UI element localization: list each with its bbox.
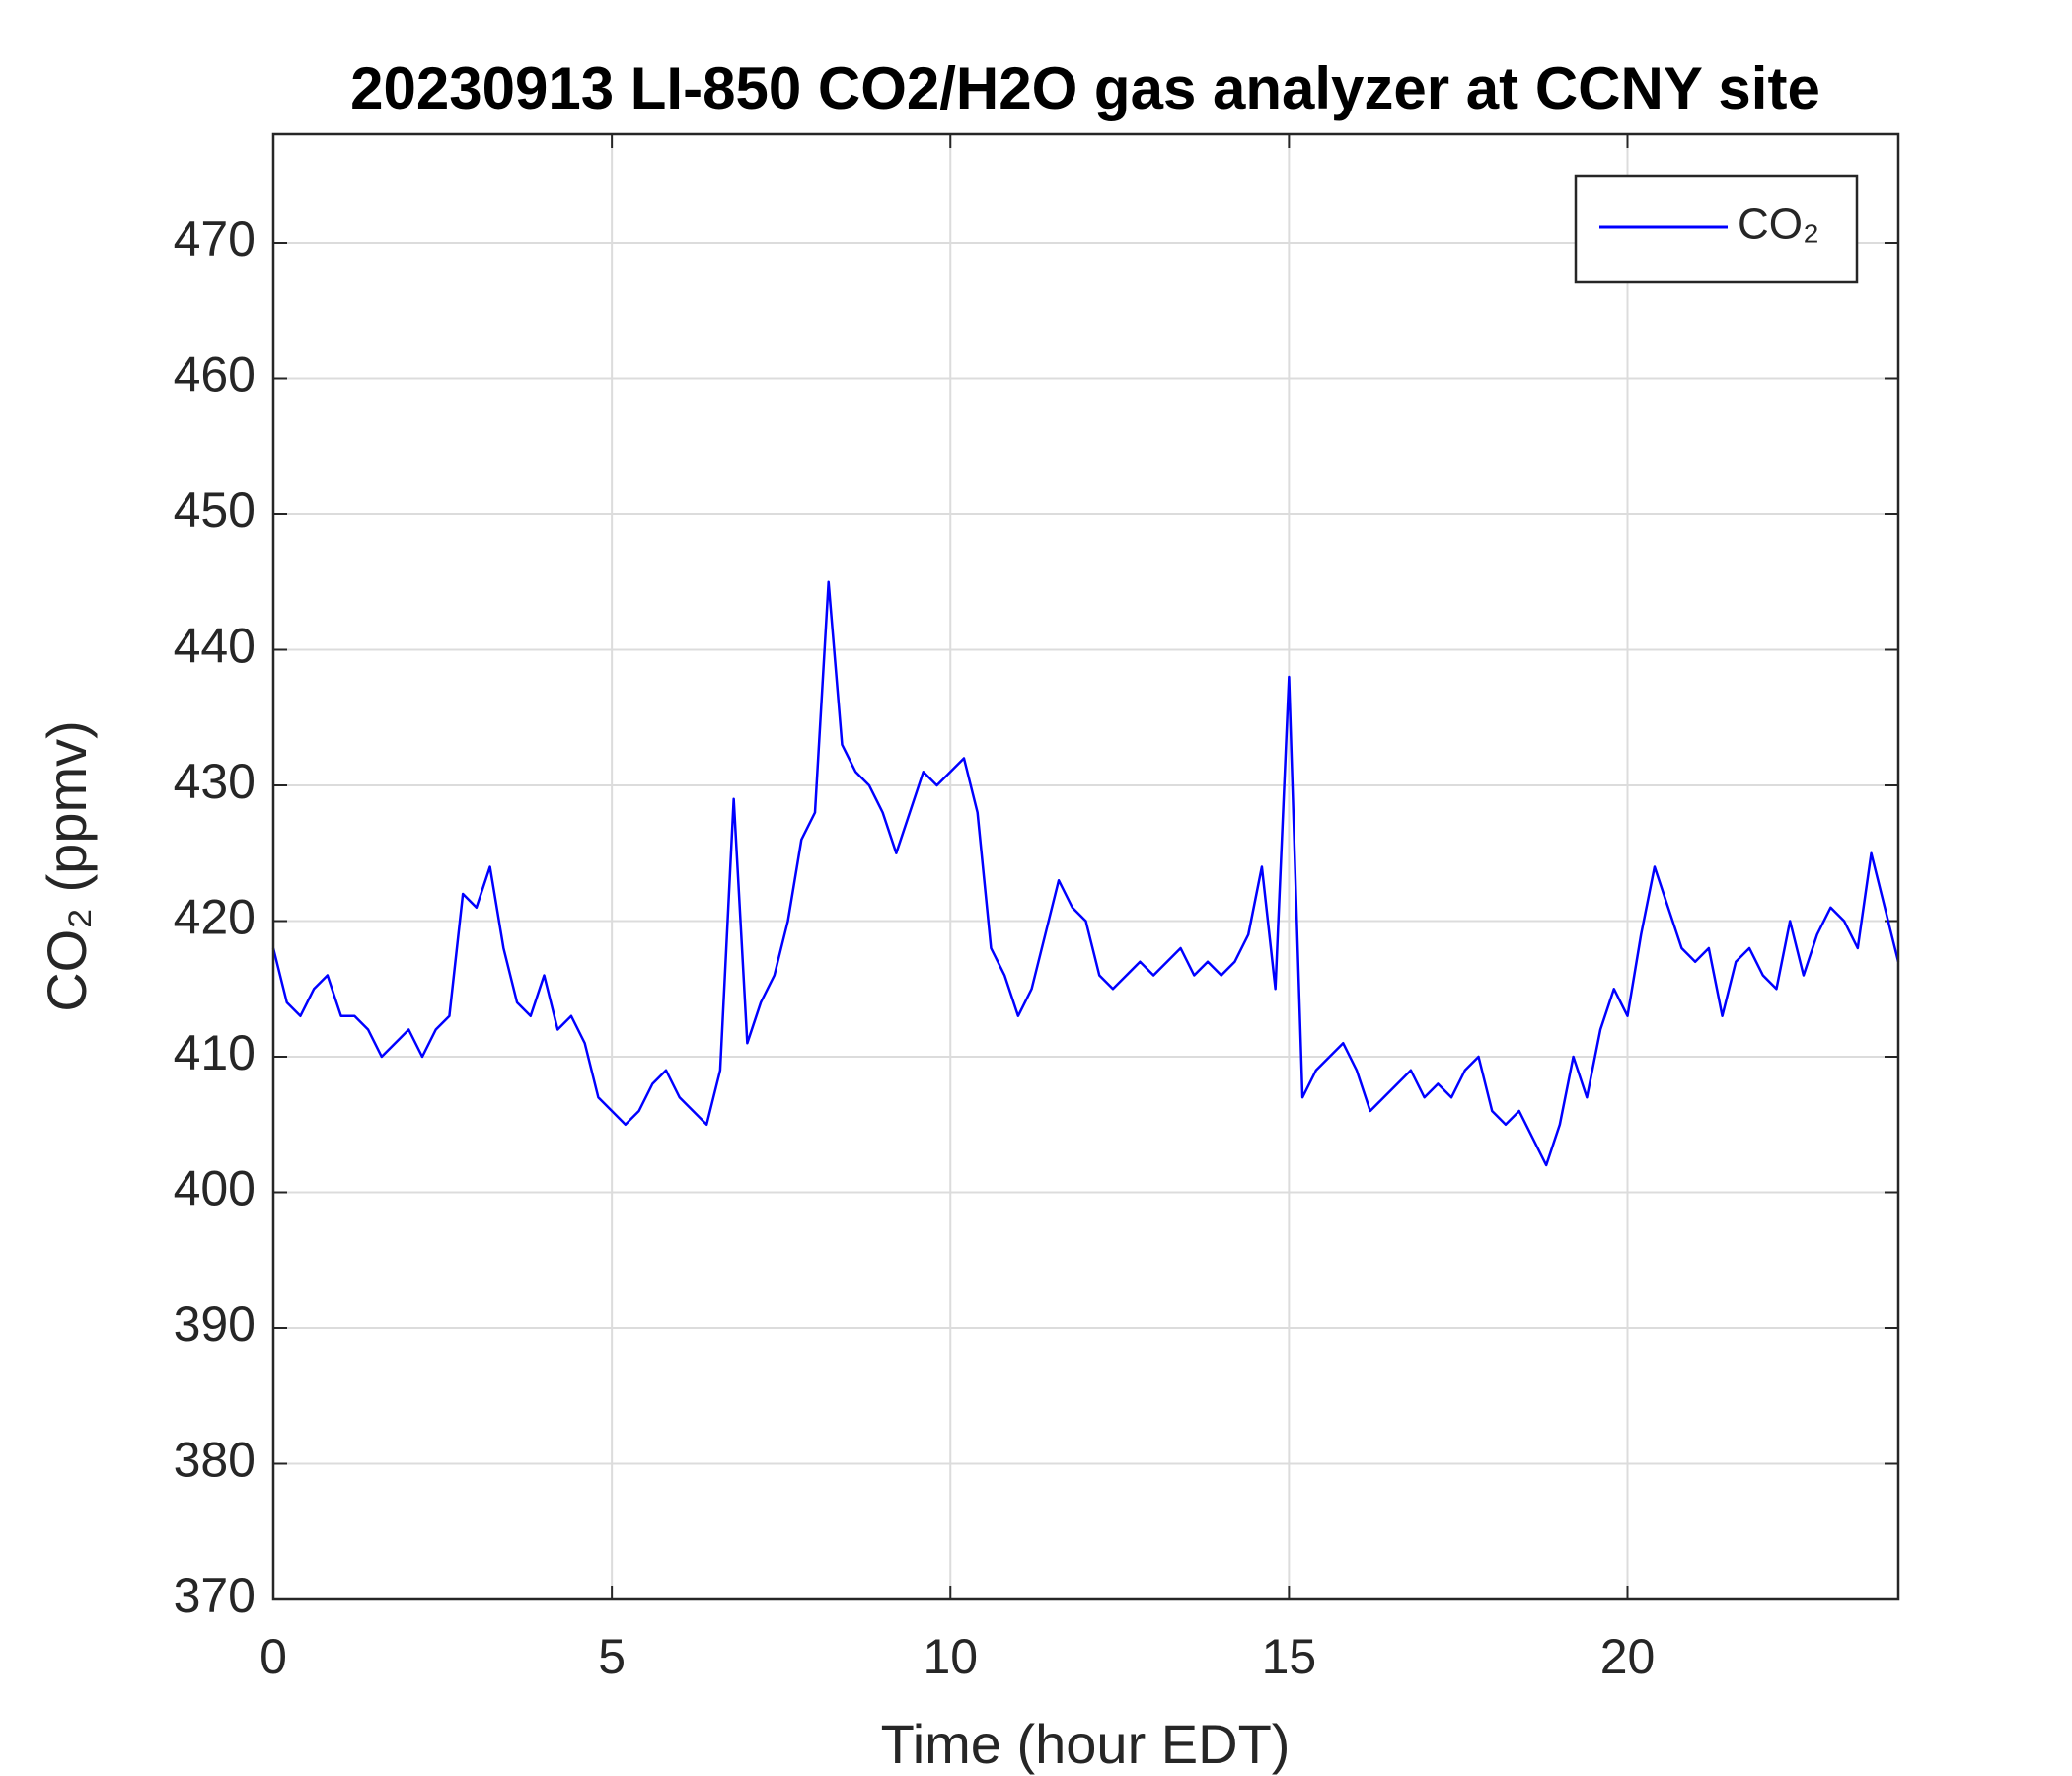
data-line xyxy=(271,580,1900,1167)
y-tick-label: 460 xyxy=(174,347,256,403)
legend-box xyxy=(1574,174,1859,284)
y-tick-label: 400 xyxy=(174,1161,256,1217)
chart-title: 20230913 LI-850 CO2/H2O gas analyzer at … xyxy=(350,55,1820,121)
y-tick-label: 420 xyxy=(174,890,256,945)
y-tick-label: 410 xyxy=(174,1025,256,1080)
x-axis-label: Time (hour EDT) xyxy=(881,1713,1291,1775)
y-tick-label: 380 xyxy=(174,1433,256,1488)
x-tick-label: 10 xyxy=(923,1629,978,1684)
y-tick-label: 470 xyxy=(174,211,256,266)
y-axis-label: CO₂ (ppmv) xyxy=(36,720,98,1012)
x-tick-label: 20 xyxy=(1600,1629,1656,1684)
x-tick-label: 5 xyxy=(598,1629,626,1684)
y-tick-label: 390 xyxy=(174,1296,256,1352)
x-tick-label: 0 xyxy=(259,1629,287,1684)
y-tick-label: 370 xyxy=(174,1568,256,1623)
y-tick-label: 430 xyxy=(174,754,256,809)
plot-frame xyxy=(271,132,1900,1601)
x-tick-label: 15 xyxy=(1262,1629,1317,1684)
y-tick-label: 450 xyxy=(174,482,256,538)
legend-label: CO₂ xyxy=(1738,200,1819,249)
y-tick-label: 440 xyxy=(174,619,256,674)
